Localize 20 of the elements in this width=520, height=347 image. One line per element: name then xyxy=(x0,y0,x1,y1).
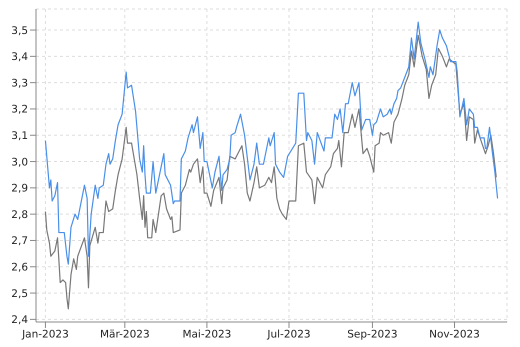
y-tick-label: 3,0 xyxy=(11,156,28,168)
y-tick-label: 3,4 xyxy=(11,51,28,64)
line-series xyxy=(44,22,498,265)
x-tick-label: Mär-2023 xyxy=(100,328,150,340)
y-tick-label: 3,3 xyxy=(11,77,28,90)
y-tick-label: 3,1 xyxy=(11,130,28,142)
x-tick-label: Nov-2023 xyxy=(429,328,480,340)
x-tick-label: Jan-2023 xyxy=(21,328,69,340)
y-tick-label: 2,4 xyxy=(11,314,28,326)
x-tick-label: Jul-2023 xyxy=(266,328,311,340)
x-tick-label: Mai-2023 xyxy=(182,328,232,340)
x-tick-label: Sep-2023 xyxy=(347,328,398,340)
line-series xyxy=(44,34,497,310)
y-tick-label: 2,5 xyxy=(11,288,28,300)
y-tick-label: 2,9 xyxy=(11,182,28,195)
y-tick-label: 3,2 xyxy=(11,104,28,116)
y-tick-label: 2,6 xyxy=(11,261,28,274)
y-tick-label: 2,7 xyxy=(11,235,28,248)
y-tick-label: 2,8 xyxy=(11,208,28,221)
y-tick-label: 3,5 xyxy=(11,24,28,37)
